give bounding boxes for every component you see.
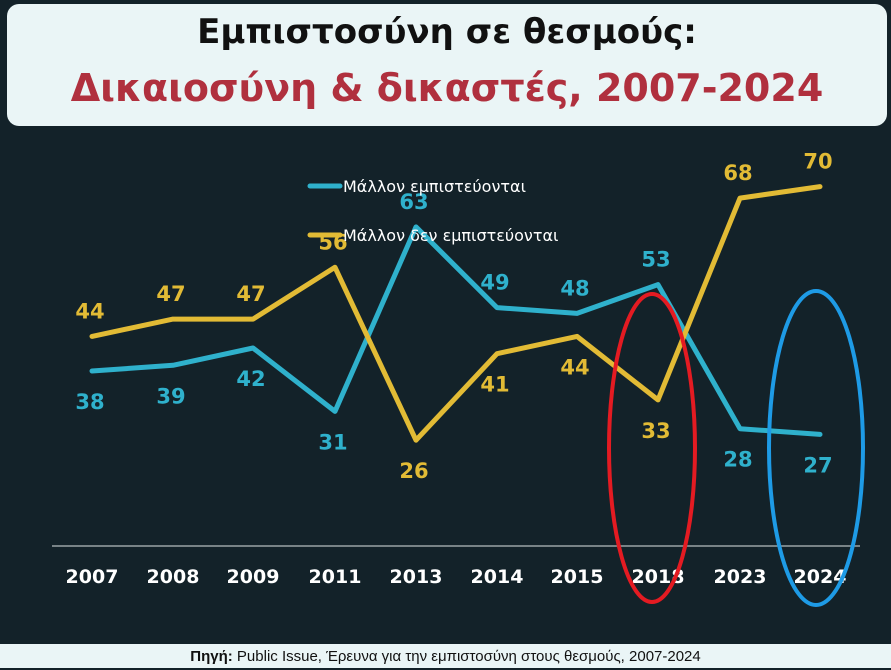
line-chart: 2007 2008 2009 2011 2013 2014 2015 2018 2023 2024… xyxy=(52,150,865,607)
highlight-ellipse-2024 xyxy=(767,289,865,607)
data-label: 42 xyxy=(236,367,265,391)
data-label: 33 xyxy=(641,419,670,443)
data-label: 26 xyxy=(399,459,428,483)
x-tick-label: 2024 xyxy=(794,566,847,588)
title-box: Εμπιστοσύνη σε θεσμούς: Δικαιοσύνη & δικ… xyxy=(7,4,887,126)
chart-title: Εμπιστοσύνη σε θεσμούς: xyxy=(197,12,697,52)
data-label: 47 xyxy=(156,282,185,306)
data-label: 31 xyxy=(318,430,347,454)
x-tick-label: 2014 xyxy=(471,566,524,588)
x-tick-label: 2009 xyxy=(227,566,280,588)
data-label: 63 xyxy=(399,190,428,214)
x-tick-label: 2013 xyxy=(390,566,443,588)
x-tick-label: 2015 xyxy=(551,566,604,588)
data-label: 41 xyxy=(480,373,509,397)
data-label: 68 xyxy=(723,161,752,185)
x-tick-label: 2023 xyxy=(714,566,767,588)
data-label: 28 xyxy=(723,448,752,472)
data-label: 44 xyxy=(75,299,104,323)
data-label: 47 xyxy=(236,282,265,306)
x-tick-label: 2008 xyxy=(147,566,200,588)
series-line-distrust xyxy=(89,184,823,443)
x-tick-label: 2007 xyxy=(66,566,119,588)
series-line-trust xyxy=(89,224,823,437)
data-label: 49 xyxy=(480,271,509,295)
source-label: Πηγή: xyxy=(190,648,233,665)
data-label: 27 xyxy=(803,453,832,477)
x-tick-label: 2011 xyxy=(309,566,362,588)
chart-subtitle: Δικαιοσύνη & δικαστές, 2007-2024 xyxy=(70,66,824,110)
highlight-ellipse-2018 xyxy=(607,292,697,604)
legend-label: Μάλλον δεν εμπιστεύονται xyxy=(343,226,558,245)
data-label: 70 xyxy=(803,150,832,174)
data-label: 38 xyxy=(75,390,104,414)
data-label: 39 xyxy=(156,384,185,408)
legend-label: Μάλλον εμπιστεύονται xyxy=(343,177,526,196)
source-note: Πηγή: Public Issue, Έρευνα για την εμπισ… xyxy=(0,644,891,668)
source-text: Public Issue, Έρευνα για την εμπιστοσύνη… xyxy=(236,648,701,665)
data-label: 53 xyxy=(641,248,670,272)
data-label: 48 xyxy=(560,276,589,300)
data-label: 44 xyxy=(560,355,589,379)
